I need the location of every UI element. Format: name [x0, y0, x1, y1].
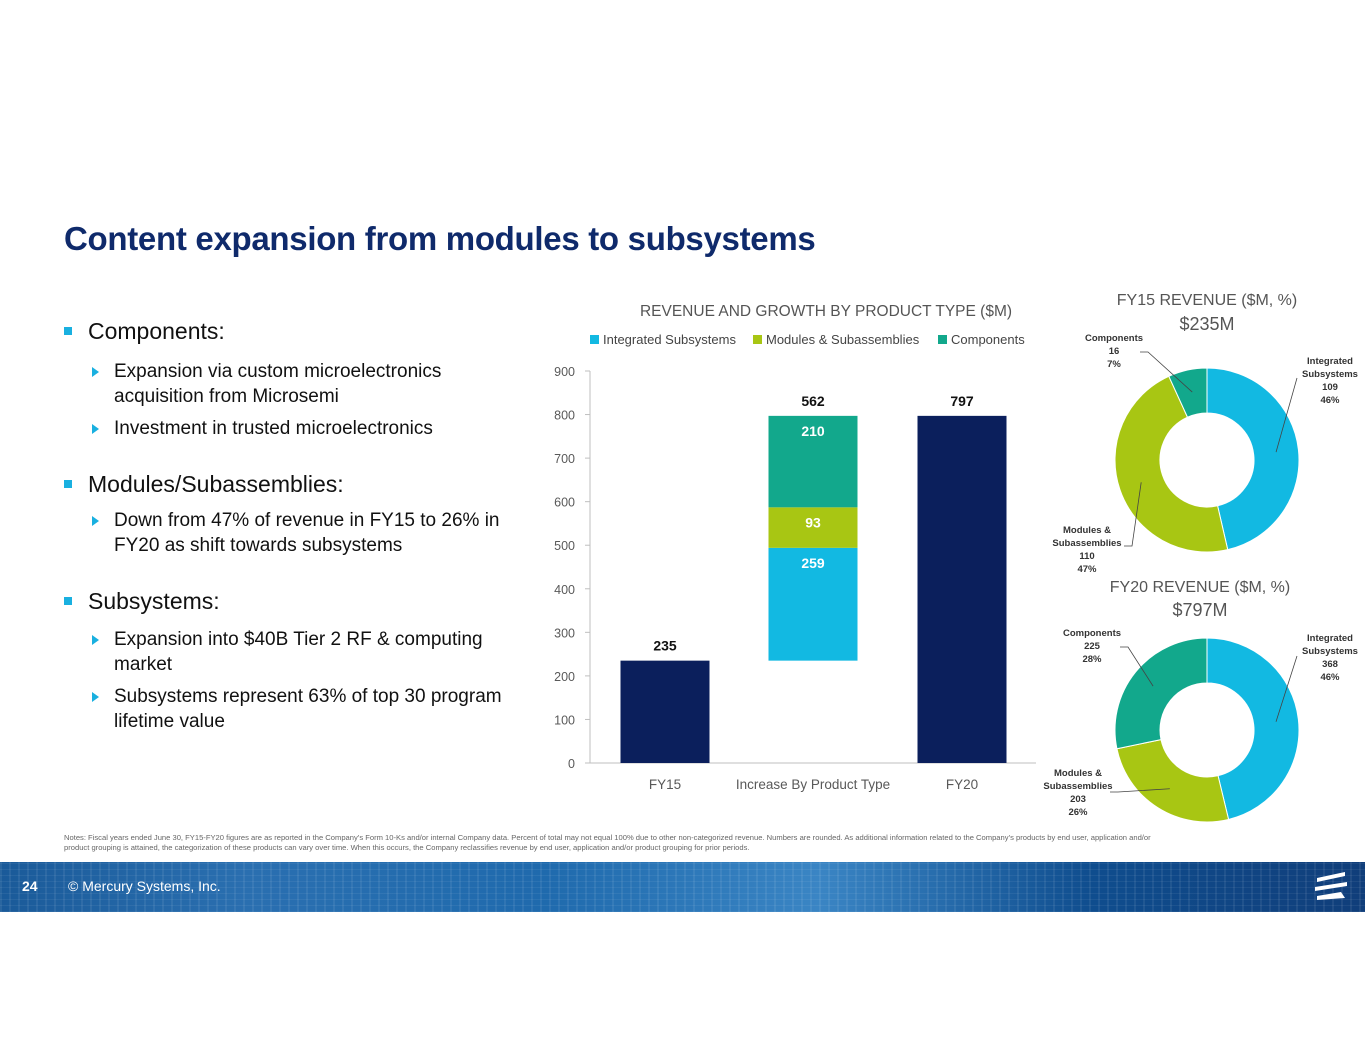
donut-slice [1116, 738, 1230, 823]
donut-slice-label: 368 [1322, 659, 1338, 670]
leader-line [1275, 377, 1298, 453]
bullet-list: Components: Expansion via custom microel… [64, 318, 534, 734]
bullet-heading-components: Components: [64, 318, 534, 345]
donut-slice-label: 110 [1079, 551, 1094, 562]
copyright: © Mercury Systems, Inc. [68, 878, 221, 894]
donut-slice-label: 109 [1322, 382, 1338, 393]
bar [917, 415, 1007, 763]
bullet-item: Down from 47% of revenue in FY15 to 26% … [64, 508, 534, 558]
bar-segment [768, 507, 858, 548]
donut-slice [1114, 375, 1229, 553]
y-tick-label: 700 [554, 452, 575, 466]
leader-line [1275, 655, 1298, 722]
y-tick-label: 900 [554, 365, 575, 379]
bar-segment [768, 415, 858, 508]
donut-slice-label: 203 [1070, 794, 1086, 805]
bullet-item: Expansion into $40B Tier 2 RF & computin… [64, 627, 534, 677]
leader-line [1124, 482, 1142, 547]
x-tick-label: FY20 [946, 777, 978, 792]
donut-slice [1168, 367, 1208, 418]
page-title: Content expansion from modules to subsys… [64, 220, 816, 257]
y-tick-label: 500 [554, 539, 575, 553]
y-tick-label: 600 [554, 496, 575, 510]
bar-segment-label: 210 [801, 423, 825, 439]
footer-bar: 24 © Mercury Systems, Inc. [0, 862, 1365, 912]
bar-chart-legend: Integrated Subsystems Modules & Subassem… [590, 332, 1025, 347]
bar-value-label: 797 [950, 393, 974, 409]
bullet-heading-subsystems: Subsystems: [64, 588, 534, 615]
y-tick-label: 800 [554, 409, 575, 423]
legend-label: Modules & Subassemblies [766, 332, 920, 347]
donut-slice-label: Integrated [1307, 633, 1353, 644]
y-tick-label: 100 [554, 713, 575, 727]
y-tick-label: 400 [554, 583, 575, 597]
fy15-donut: Integrated Subsystems 109 46% Modules & Subas… [1052, 333, 1358, 575]
donut-slice-label: 7% [1107, 359, 1121, 370]
bullet-item: Subsystems represent 63% of top 30 progr… [64, 684, 534, 734]
bar [620, 660, 710, 763]
bar-chart: REVENUE AND GROWTH BY PRODUCT TYPE ($M) … [554, 303, 1036, 792]
fy20-donut: Integrated Subsystems 368 46% Modules & Subas… [1043, 628, 1358, 823]
bullet-item: Expansion via custom microelectronics ac… [64, 359, 534, 409]
donut-charts: FY15 REVENUE ($M, %) $235M Integrated Sub… [1043, 292, 1358, 823]
donut-slice [1206, 367, 1300, 551]
bars: 235 259 93 210 562 797 [620, 393, 1007, 763]
fy20-pie-title: FY20 REVENUE ($M, %) [1110, 579, 1290, 596]
donut-slice-label: 26% [1068, 807, 1088, 818]
x-tick-label: Increase By Product Type [736, 777, 890, 792]
footnote: Notes: Fiscal years ended June 30, FY15-… [64, 833, 1151, 852]
footer-texture [0, 862, 1365, 912]
fy15-pie-subtitle: $235M [1179, 314, 1234, 334]
donut-slice-label: 16 [1109, 346, 1120, 357]
donut-slice-label: 225 [1084, 641, 1101, 652]
donut-slice [1206, 637, 1300, 821]
donut-slice-label: Modules & [1063, 525, 1111, 536]
y-ticks: 0 100 200 300 400 500 600 700 800 900 [554, 365, 590, 771]
leader-line [1110, 788, 1170, 793]
donut-slice-label: Components [1063, 628, 1121, 639]
donut-slice-label: Subassemblies [1043, 781, 1112, 792]
bar-segment [768, 547, 858, 661]
x-tick-labels: FY15 Increase By Product Type FY20 [649, 777, 978, 792]
donut-slice [1114, 637, 1208, 750]
legend-label: Integrated Subsystems [603, 332, 736, 347]
leader-line [1120, 646, 1154, 687]
bar-value-label: 235 [653, 638, 677, 654]
y-tick-label: 0 [568, 757, 575, 771]
page-number: 24 [22, 878, 38, 894]
donut-slice-label: 47% [1077, 564, 1097, 575]
y-tick-label: 200 [554, 670, 575, 684]
donut-slice-label: 28% [1082, 654, 1102, 665]
bar-segment-label: 259 [801, 555, 825, 571]
mercury-logo-icon [1315, 872, 1347, 900]
donut-slice-label: Components [1085, 333, 1143, 344]
legend-swatch-integrated [590, 335, 599, 344]
x-tick-label: FY15 [649, 777, 681, 792]
legend-label: Components [951, 332, 1025, 347]
bullet-heading-modules: Modules/Subassemblies: [64, 471, 534, 498]
legend-swatch-modules [753, 335, 762, 344]
y-tick-label: 300 [554, 626, 575, 640]
bar-segment-label: 93 [805, 514, 821, 530]
donut-slice-label: Subsystems [1302, 369, 1358, 380]
donut-slice-label: 46% [1320, 395, 1340, 406]
bar-chart-title: REVENUE AND GROWTH BY PRODUCT TYPE ($M) [640, 303, 1012, 320]
donut-slice-label: Modules & [1054, 768, 1102, 779]
fy15-pie-title: FY15 REVENUE ($M, %) [1117, 292, 1297, 309]
bullet-item: Investment in trusted microelectronics [64, 416, 534, 441]
legend-swatch-components [938, 335, 947, 344]
donut-slice-label: Subsystems [1302, 646, 1358, 657]
donut-slice-label: Subassemblies [1052, 538, 1121, 549]
leader-line [1140, 351, 1193, 393]
donut-slice-label: 46% [1320, 672, 1340, 683]
fy20-pie-subtitle: $797M [1172, 600, 1227, 620]
donut-slice-label: Integrated [1307, 356, 1353, 367]
bar-total-label: 562 [801, 393, 825, 409]
